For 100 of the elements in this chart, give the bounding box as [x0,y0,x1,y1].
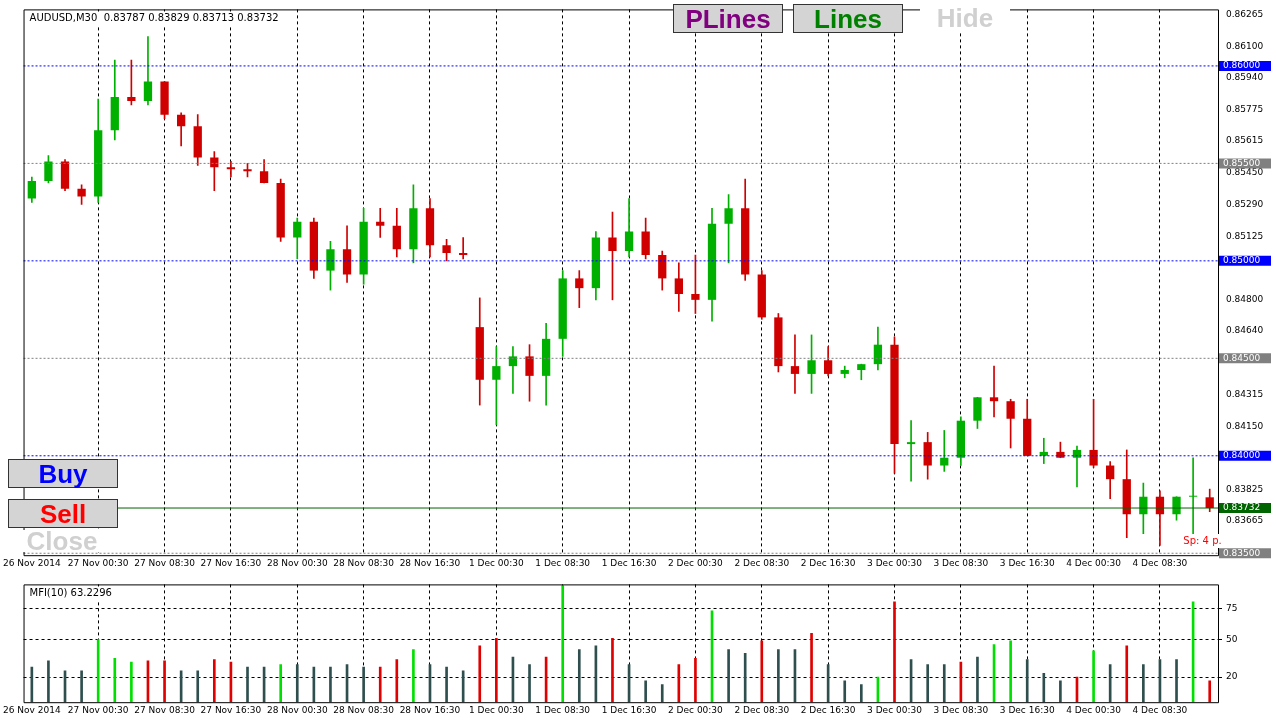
x-tick-label: 28 Nov 16:30 [399,557,461,568]
candlestick [1188,457,1198,535]
x-tick-label: 2 Dec 08:30 [734,557,790,568]
x-tick-label: 1 Dec 08:30 [535,557,591,568]
candlestick [508,346,518,394]
chart-title: AUDUSD,M30 0.83787 0.83829 0.83713 0.83732 [29,11,279,23]
bar [760,640,764,703]
y-tick-label: 20 [1226,671,1238,682]
y-tick-label: 0.85125 [1226,230,1264,241]
ref-line-label: 0.84000 [1223,450,1261,461]
y-tick-label: 50 [1226,633,1238,644]
y-tick-label: 0.84640 [1226,325,1264,336]
ref-line-label: 0.83732 [1223,502,1261,513]
x-tick-label: 1 Dec 16:30 [601,557,657,568]
x-tick-label: 28 Nov 16:30 [399,704,461,715]
button: Sell [8,499,118,528]
bar [378,666,382,703]
y-tick-label: 0.86100 [1226,40,1264,51]
x-tick-label: 2 Dec 00:30 [668,704,724,715]
bar [412,649,415,703]
y-tick-label: 0.86265 [1226,8,1264,19]
x-tick-label: 28 Nov 08:30 [333,557,395,568]
x-tick-label: 26 Nov 2014 [3,704,61,715]
candlestick [1072,445,1082,488]
bar [942,664,946,703]
bar [976,656,979,703]
bar [1025,659,1029,703]
bar [1059,680,1062,703]
bar [926,664,930,703]
y-tick-label: 0.85940 [1226,71,1264,82]
x-tick-label: 3 Dec 00:30 [867,704,923,715]
chart-title: MFI(10) 63.2296 [29,586,112,598]
y-tick-label: 0.85290 [1226,198,1264,209]
bar [893,601,896,703]
x-tick-label: 26 Nov 2014 [3,557,61,568]
button: PLines [673,4,783,33]
bar [113,658,117,703]
x-tick-label: 2 Dec 16:30 [800,704,856,715]
x-tick-label: 3 Dec 16:30 [999,704,1055,715]
ref-line-label: 0.84500 [1223,352,1261,363]
bar [329,666,332,703]
bar [577,649,581,703]
bar [810,632,813,703]
bar [212,659,216,703]
bar [163,660,166,703]
x-tick-label: 27 Nov 08:30 [134,557,196,568]
candlestick [790,334,800,394]
x-tick-label: 3 Dec 08:30 [933,704,989,715]
x-tick-label: 27 Nov 16:30 [200,704,262,715]
bar [47,660,50,703]
bar [1208,680,1212,703]
bar [1125,645,1129,703]
annotation: Sp: 4 p. [1180,534,1225,548]
x-tick-label: 1 Dec 08:30 [535,704,591,715]
x-tick-label: 28 Nov 00:30 [266,704,328,715]
ref-line-label: 0.85000 [1223,255,1261,266]
x-tick-label: 1 Dec 16:30 [601,704,657,715]
y-tick-label: 0.84315 [1226,388,1264,399]
x-tick-label: 27 Nov 16:30 [200,557,262,568]
bar [1042,673,1046,703]
x-tick-label: 2 Dec 16:30 [800,557,856,568]
y-tick-label: 0.83825 [1226,484,1264,495]
bar [727,649,730,703]
bar [96,639,100,703]
x-tick-label: 28 Nov 00:30 [266,557,328,568]
bar [246,666,249,703]
bar [611,637,614,703]
bar [843,680,847,703]
bar [445,666,448,703]
bar [859,684,863,703]
y-tick-label: 75 [1226,602,1238,613]
bar [743,653,747,703]
y-tick-label: 0.84800 [1226,294,1264,305]
bar [644,680,647,703]
candlestick [376,207,385,238]
candlestick [940,430,949,472]
y-tick-label: 0.84150 [1226,420,1264,431]
bar [528,664,531,703]
y-tick-label: 0.83665 [1226,515,1264,526]
x-tick-label: 1 Dec 00:30 [468,557,525,568]
x-tick-label: 3 Dec 16:30 [999,557,1055,568]
x-tick-label: 4 Dec 00:30 [1066,704,1122,715]
bar [362,666,365,703]
y-tick-label: 0.85450 [1226,167,1264,178]
x-tick-label: 4 Dec 08:30 [1132,704,1188,715]
bar [1092,650,1095,703]
bar [130,661,133,703]
x-tick-label: 3 Dec 00:30 [867,557,923,568]
candlestick [906,420,916,482]
x-tick-label: 4 Dec 08:30 [1132,557,1188,568]
y-tick-label: 0.85615 [1226,135,1264,146]
x-tick-label: 27 Nov 00:30 [67,704,129,715]
ref-line-label: 0.86000 [1223,60,1261,71]
button: Buy [8,459,118,488]
bar [777,649,780,703]
x-tick-label: 2 Dec 08:30 [734,704,790,715]
bar [1009,640,1012,703]
x-tick-label: 27 Nov 00:30 [67,557,129,568]
candlestick [226,161,236,178]
bar [495,637,498,703]
